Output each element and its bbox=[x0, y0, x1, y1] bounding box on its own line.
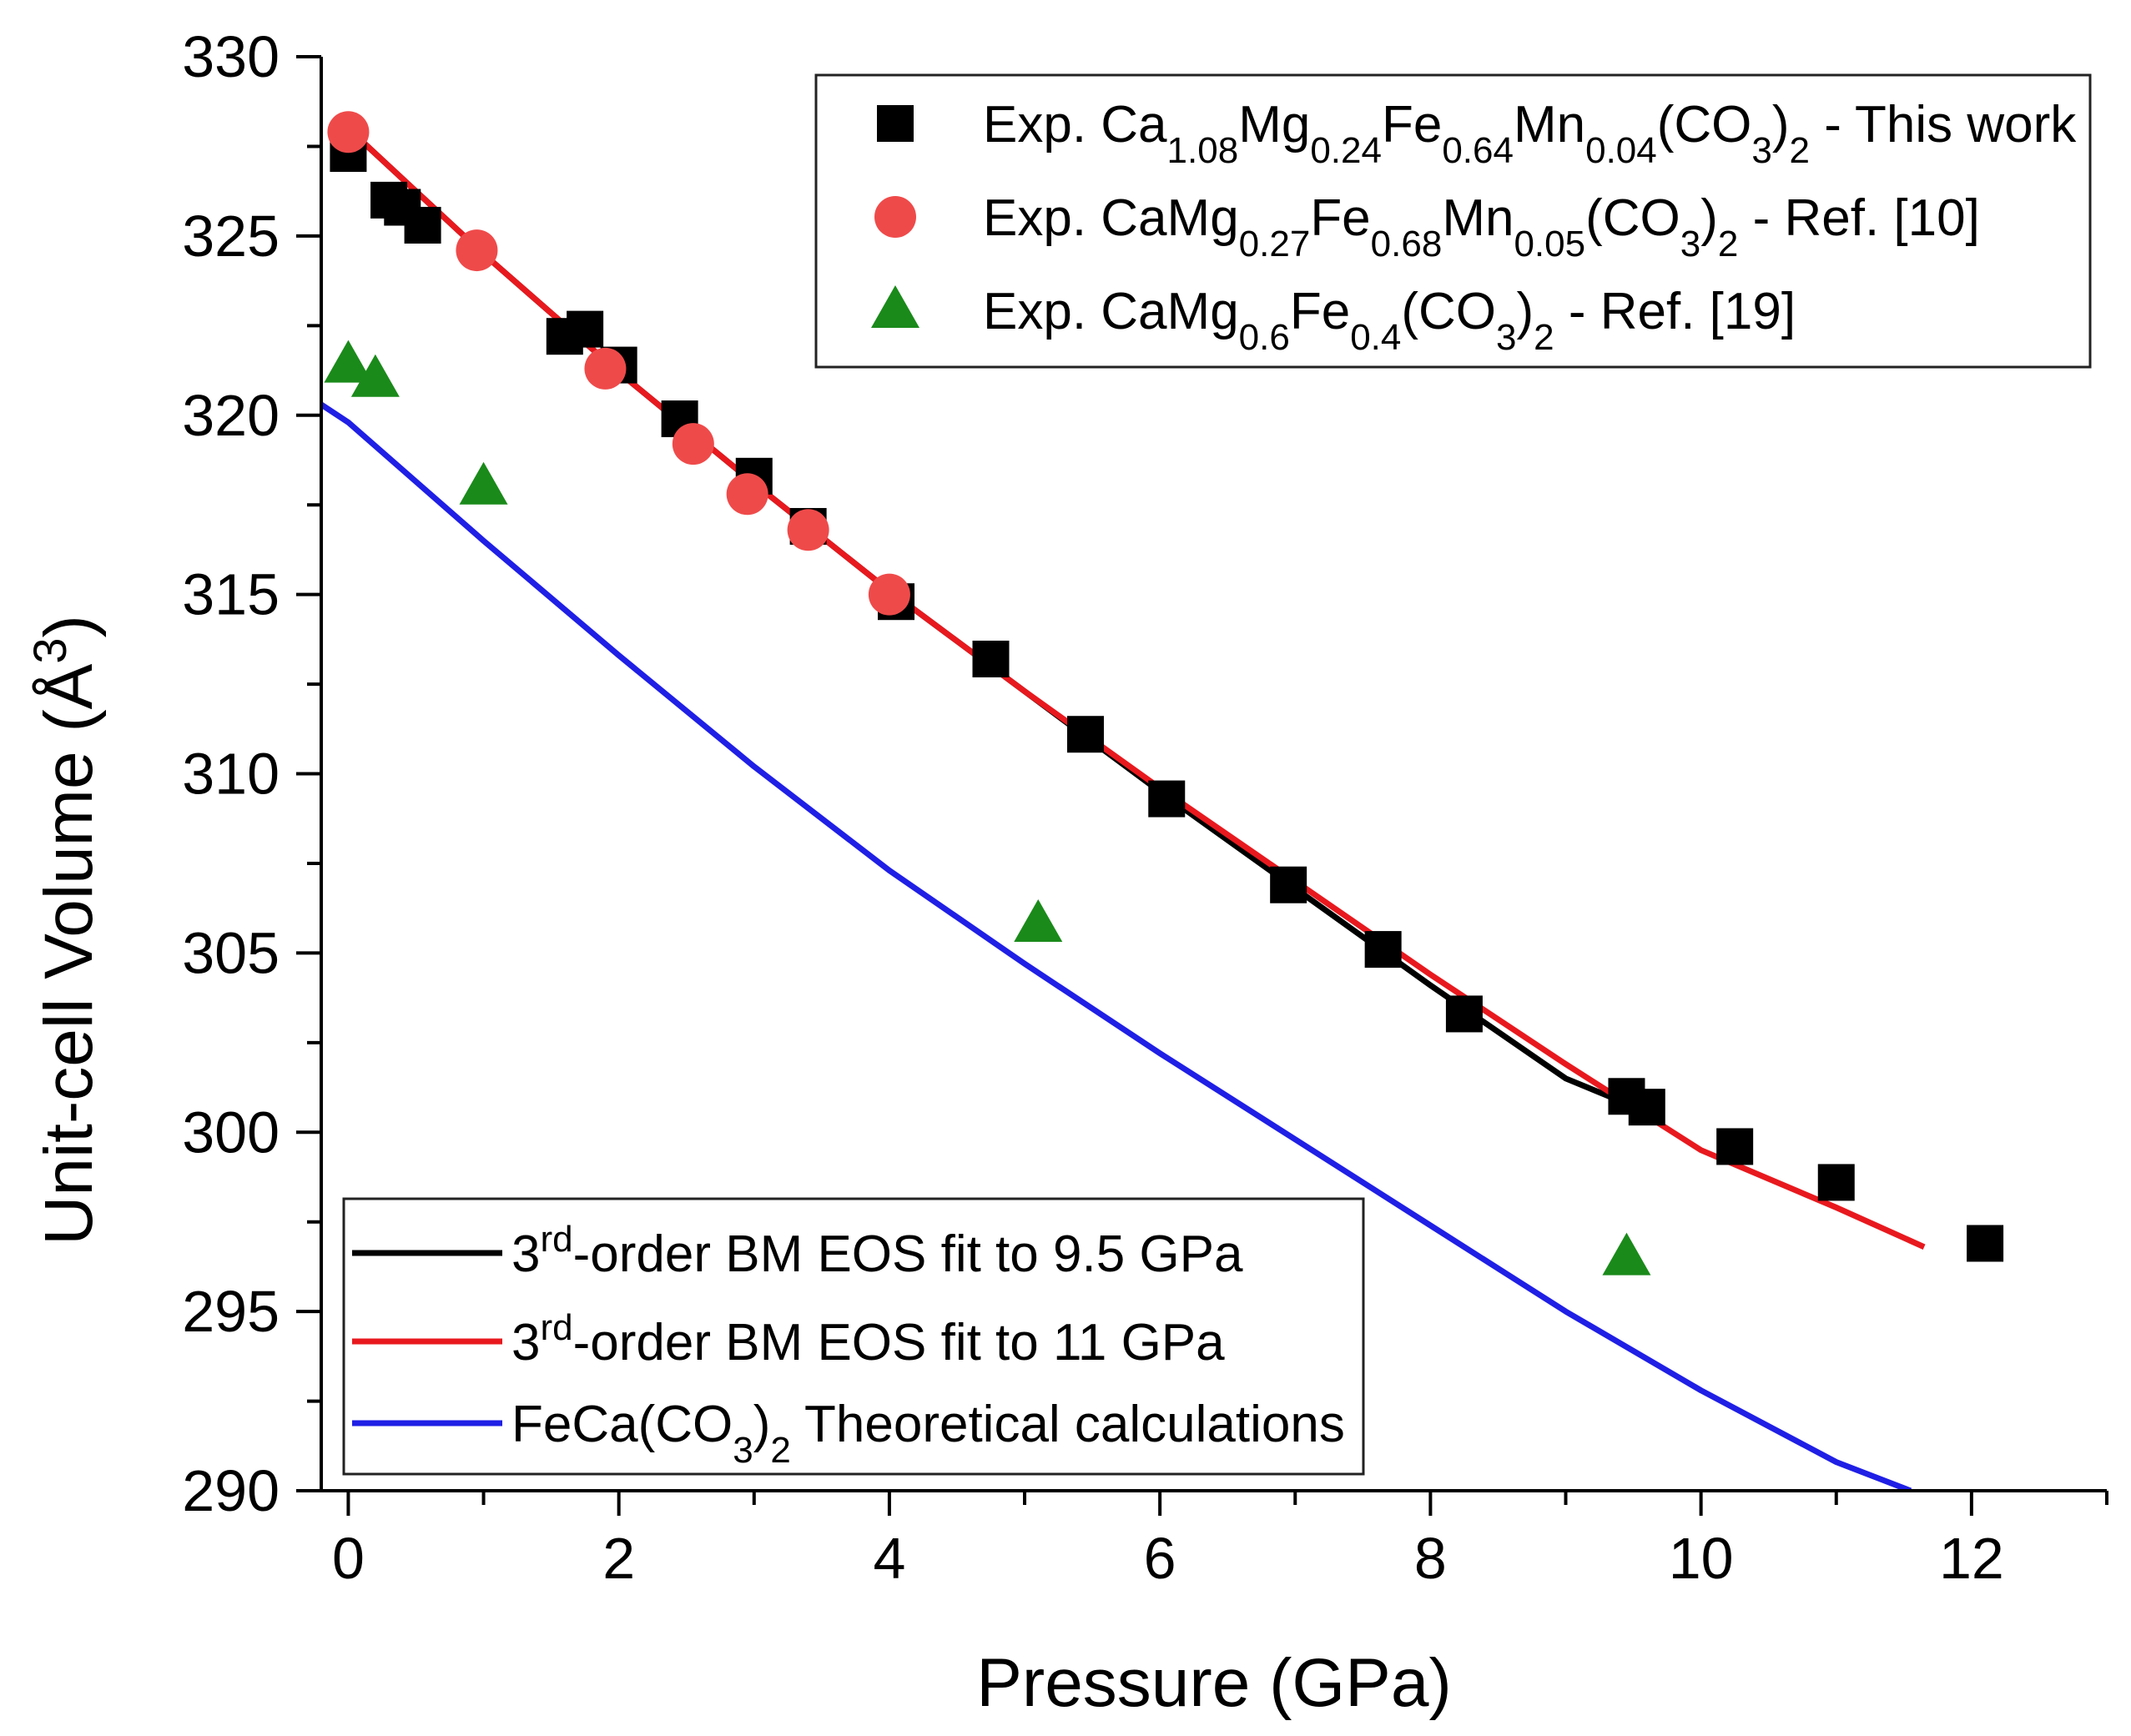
axes: 0 2 4 6 8 10 12 290 295 300 305 310 315 320 325 330 bbox=[182, 24, 2108, 1591]
x-tick-label: 4 bbox=[873, 1526, 905, 1591]
data-point-this-work bbox=[1445, 995, 1483, 1033]
y-tick-label: 315 bbox=[182, 562, 280, 627]
legend-label-theoretical: FeCa(CO3)2 Theoretical calculations bbox=[511, 1396, 1345, 1471]
legend-symbol-ref-10 bbox=[874, 196, 916, 238]
y-axis-title-close: ) bbox=[31, 615, 107, 637]
theoretical-line bbox=[321, 401, 1912, 1491]
y-tick-label: 290 bbox=[182, 1458, 280, 1523]
data-point-this-work bbox=[1628, 1089, 1665, 1126]
data-point-this-work bbox=[1364, 931, 1402, 969]
y-tick-label: 320 bbox=[182, 383, 280, 448]
y-tick-label: 330 bbox=[182, 24, 280, 89]
line-legend-box bbox=[342, 1197, 1365, 1476]
legend-label-fit-11-gpa: 3rd-order BM EOS fit to 11 GPa bbox=[511, 1307, 1225, 1372]
data-point-ref-10 bbox=[787, 509, 829, 551]
legend-symbol-ref-19 bbox=[871, 285, 919, 328]
data-point-ref-19 bbox=[324, 340, 373, 383]
y-tick-label: 325 bbox=[182, 204, 280, 269]
y-axis-title: Unit-cell Volume (Å3) bbox=[23, 615, 108, 1245]
data-point-ref-19 bbox=[350, 354, 400, 397]
x-tick-label: 12 bbox=[1939, 1526, 2004, 1591]
data-point-this-work bbox=[1148, 780, 1186, 818]
x-tick-label: 2 bbox=[602, 1526, 635, 1591]
data-point-this-work bbox=[972, 640, 1010, 677]
data-point-this-work bbox=[1270, 866, 1307, 903]
y-tick-label: 310 bbox=[182, 742, 280, 807]
data-point-this-work bbox=[1066, 716, 1104, 753]
y-tick-label: 300 bbox=[182, 1099, 280, 1165]
y-tick-label: 305 bbox=[182, 920, 280, 985]
data-point-ref-19 bbox=[1602, 1232, 1651, 1276]
data-point-ref-10 bbox=[672, 423, 714, 465]
data-point-ref-19 bbox=[1014, 898, 1063, 942]
data-point-this-work bbox=[1817, 1164, 1855, 1201]
y-tick-label: 295 bbox=[182, 1279, 280, 1344]
legend-lines: 3rd-order BM EOS fit to 9.5 GPa 3rd-order… bbox=[342, 1197, 1365, 1476]
legend-label-ref-19: Exp. CaMg0.6Fe0.4(CO3)2 - Ref. [19] bbox=[983, 283, 1796, 358]
legend-label-ref-10: Exp. CaMg0.27Fe0.68Mn0.05(CO3)2 - Ref. [… bbox=[983, 189, 1980, 264]
marker-legend-box bbox=[814, 73, 2092, 369]
data-point-ref-10 bbox=[456, 229, 498, 272]
plot-area bbox=[321, 111, 2004, 1491]
data-point-ref-10 bbox=[868, 573, 910, 616]
data-point-this-work bbox=[1967, 1225, 2004, 1262]
data-point-this-work bbox=[404, 206, 441, 244]
x-tick-label: 0 bbox=[332, 1526, 365, 1591]
x-axis-title: Pressure (GPa) bbox=[976, 1645, 1452, 1721]
x-tick-label: 6 bbox=[1144, 1526, 1176, 1591]
data-point-ref-10 bbox=[584, 347, 627, 390]
x-tick-label: 10 bbox=[1669, 1526, 1734, 1591]
data-point-ref-10 bbox=[327, 111, 370, 153]
legend-label-fit-9-5-gpa: 3rd-order BM EOS fit to 9.5 GPa bbox=[511, 1219, 1243, 1284]
data-point-this-work bbox=[567, 310, 604, 348]
legend-label-this-work: Exp. Ca1.08Mg0.24Fe0.64Mn0.04(CO3)2 - Th… bbox=[983, 96, 2077, 171]
y-axis-title-main: Unit-cell Volume (Å bbox=[31, 663, 107, 1245]
data-point-this-work bbox=[1716, 1128, 1754, 1165]
x-tick-label: 8 bbox=[1414, 1526, 1447, 1591]
y-axis-title-superscript: 3 bbox=[23, 637, 76, 663]
data-point-ref-19 bbox=[459, 461, 508, 505]
data-point-ref-10 bbox=[726, 473, 768, 516]
legend-symbol-this-work bbox=[877, 105, 914, 142]
legend-markers: Exp. Ca1.08Mg0.24Fe0.64Mn0.04(CO3)2 - Th… bbox=[814, 73, 2092, 369]
